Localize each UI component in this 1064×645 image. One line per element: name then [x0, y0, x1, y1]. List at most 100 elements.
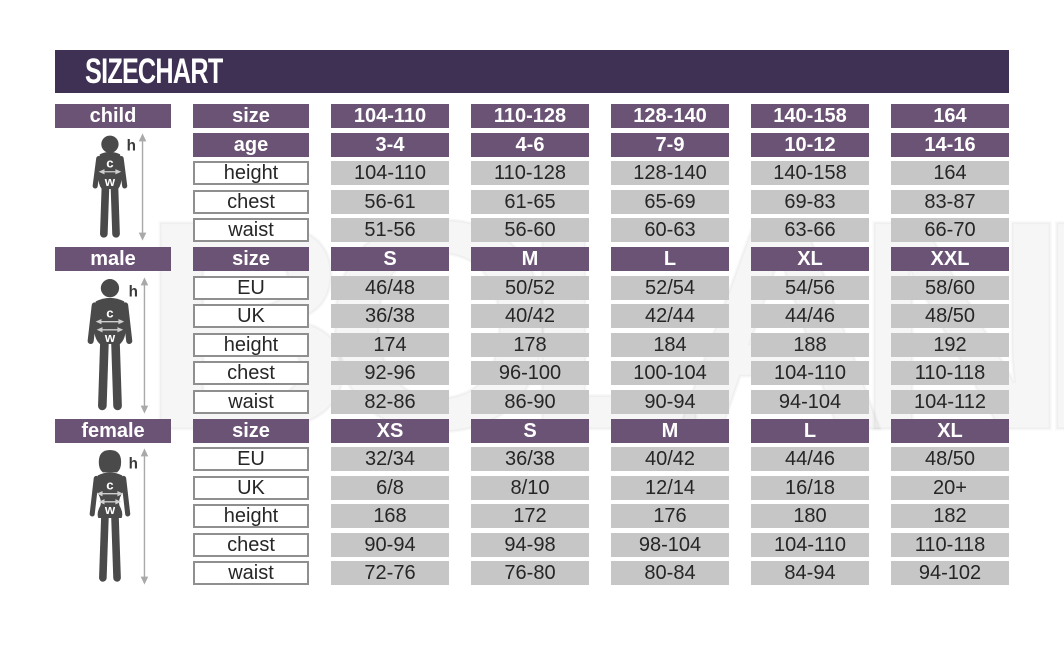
table-cell: 8/10 — [471, 475, 589, 500]
page-title: SIZE CHART — [85, 52, 223, 91]
female-silhouette: h c w — [55, 447, 171, 585]
table-cell: 20+ — [891, 475, 1009, 500]
table-cell: 46/48 — [331, 275, 449, 300]
table-cell: 72-76 — [331, 561, 449, 585]
waist-measure-label: w — [104, 329, 116, 344]
table-cell: 168 — [331, 504, 449, 528]
table-cell: 110-118 — [891, 532, 1009, 557]
table-cell: 100-104 — [611, 361, 729, 385]
chest-measure-label: c — [106, 305, 113, 320]
size-header-value: L — [611, 247, 729, 271]
table-cell: 63-66 — [751, 218, 869, 242]
table-cell: 61-65 — [471, 189, 589, 214]
table-cell: 94-104 — [751, 389, 869, 414]
section-male: male size S M L XL XXL — [55, 247, 1009, 414]
section-label-child: child — [55, 104, 171, 128]
table-cell: 92-96 — [331, 361, 449, 385]
table-cell: 174 — [331, 332, 449, 357]
table-cell: 51-56 — [331, 218, 449, 242]
table-cell: 83-87 — [891, 189, 1009, 214]
table-cell: 90-94 — [611, 389, 729, 414]
size-header-value: M — [471, 247, 589, 271]
row-label-height: height — [193, 504, 309, 528]
title-bar: SIZE CHART — [55, 50, 1009, 93]
table-cell: 48/50 — [891, 304, 1009, 328]
table-cell: 50/52 — [471, 275, 589, 300]
table-cell: 66-70 — [891, 218, 1009, 242]
table-cell: 58/60 — [891, 275, 1009, 300]
table-cell: 16/18 — [751, 475, 869, 500]
table-cell: 98-104 — [611, 532, 729, 557]
height-measure-label: h — [127, 137, 136, 154]
row-header-size: size — [193, 247, 309, 271]
table-cell: 96-100 — [471, 361, 589, 385]
table-cell: 110-128 — [471, 161, 589, 185]
row-header-size: size — [193, 418, 309, 443]
waist-measure-label: w — [104, 502, 116, 517]
table-cell: 104-110 — [751, 532, 869, 557]
section-female: female size XS S M L XL — [55, 418, 1009, 585]
table-cell: 110-118 — [891, 361, 1009, 385]
table-cell: 80-84 — [611, 561, 729, 585]
table-cell: 104-110 — [331, 161, 449, 185]
age-header-value: 10-12 — [751, 132, 869, 157]
waist-measure-label: w — [104, 173, 116, 188]
table-cell: 56-61 — [331, 189, 449, 214]
table-cell: 48/50 — [891, 447, 1009, 471]
age-header-value: 3-4 — [331, 132, 449, 157]
table-cell: 40/42 — [471, 304, 589, 328]
section-label-female: female — [55, 418, 171, 443]
female-figure-icon: h c w — [89, 448, 149, 585]
table-cell: 82-86 — [331, 389, 449, 414]
row-label-waist: waist — [193, 561, 309, 585]
table-cell: 60-63 — [611, 218, 729, 242]
male-figure-icon: h c w — [87, 276, 149, 414]
table-cell: 32/34 — [331, 447, 449, 471]
table-cell: 42/44 — [611, 304, 729, 328]
table-cell: 56-60 — [471, 218, 589, 242]
table-cell: 104-112 — [891, 389, 1009, 414]
table-cell: 76-80 — [471, 561, 589, 585]
section-label-male: male — [55, 247, 171, 271]
age-header-value: 7-9 — [611, 132, 729, 157]
chest-measure-label: c — [106, 155, 113, 170]
row-label-eu: EU — [193, 447, 309, 471]
table-cell: 176 — [611, 504, 729, 528]
size-header-value: 164 — [891, 104, 1009, 128]
row-label-chest: chest — [193, 532, 309, 557]
child-figure-icon: h c w — [92, 132, 147, 241]
size-header-value: L — [751, 418, 869, 443]
row-label-uk: UK — [193, 475, 309, 500]
table-cell: 86-90 — [471, 389, 589, 414]
row-label-chest: chest — [193, 361, 309, 385]
table-cell: 36/38 — [331, 304, 449, 328]
child-silhouette: h c w — [55, 132, 171, 243]
size-header-value: M — [611, 418, 729, 443]
size-header-value: 110-128 — [471, 104, 589, 128]
table-cell: 172 — [471, 504, 589, 528]
size-header-value: 104-110 — [331, 104, 449, 128]
table-cell: 94-98 — [471, 532, 589, 557]
row-label-chest: chest — [193, 189, 309, 214]
row-label-waist: waist — [193, 218, 309, 242]
table-cell: 54/56 — [751, 275, 869, 300]
table-cell: 104-110 — [751, 361, 869, 385]
table-cell: 182 — [891, 504, 1009, 528]
table-cell: 44/46 — [751, 447, 869, 471]
row-header-size: size — [193, 104, 309, 128]
table-cell: 94-102 — [891, 561, 1009, 585]
row-label-eu: EU — [193, 275, 309, 300]
size-header-value: 128-140 — [611, 104, 729, 128]
size-header-value: XXL — [891, 247, 1009, 271]
table-cell: 178 — [471, 332, 589, 357]
age-header-value: 14-16 — [891, 132, 1009, 157]
table-cell: 44/46 — [751, 304, 869, 328]
size-header-value: XS — [331, 418, 449, 443]
size-header-value: XL — [751, 247, 869, 271]
table-cell: 65-69 — [611, 189, 729, 214]
table-cell: 40/42 — [611, 447, 729, 471]
table-cell: 192 — [891, 332, 1009, 357]
row-header-age: age — [193, 132, 309, 157]
size-header-value: 140-158 — [751, 104, 869, 128]
